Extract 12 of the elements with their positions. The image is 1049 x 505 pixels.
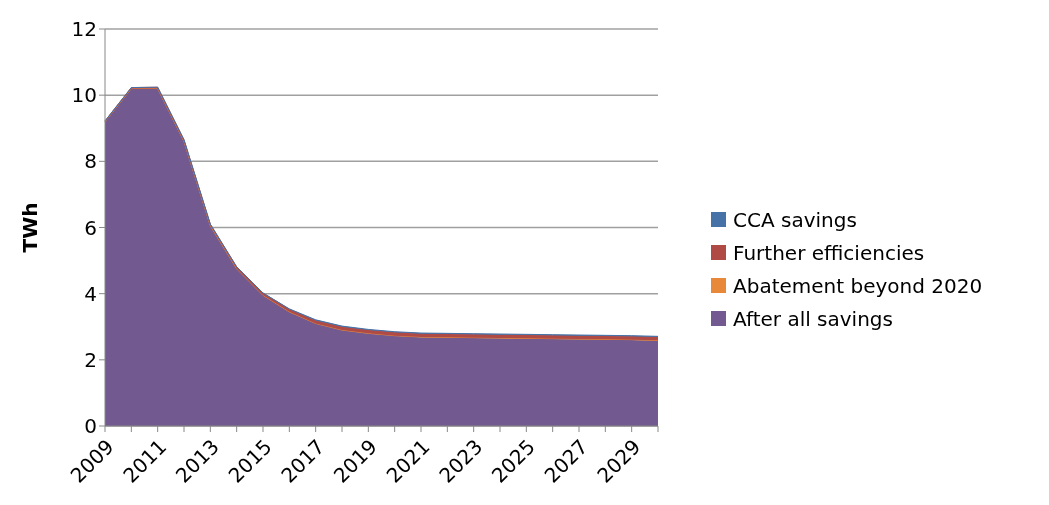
y-tick-label: 6 xyxy=(84,215,97,240)
legend-label: CCA savings xyxy=(733,207,857,232)
legend-label: Abatement beyond 2020 xyxy=(733,273,983,298)
y-tick-label: 8 xyxy=(84,149,97,174)
y-axis-title: TWh xyxy=(18,202,43,253)
legend-label: After all savings xyxy=(733,306,893,331)
y-tick-label: 10 xyxy=(71,83,97,108)
y-tick-label: 12 xyxy=(71,17,97,42)
y-tick-label: 0 xyxy=(84,414,97,439)
legend-label: Further efficiencies xyxy=(733,240,925,265)
y-tick-label: 4 xyxy=(84,281,97,306)
y-tick-label: 2 xyxy=(84,347,97,372)
